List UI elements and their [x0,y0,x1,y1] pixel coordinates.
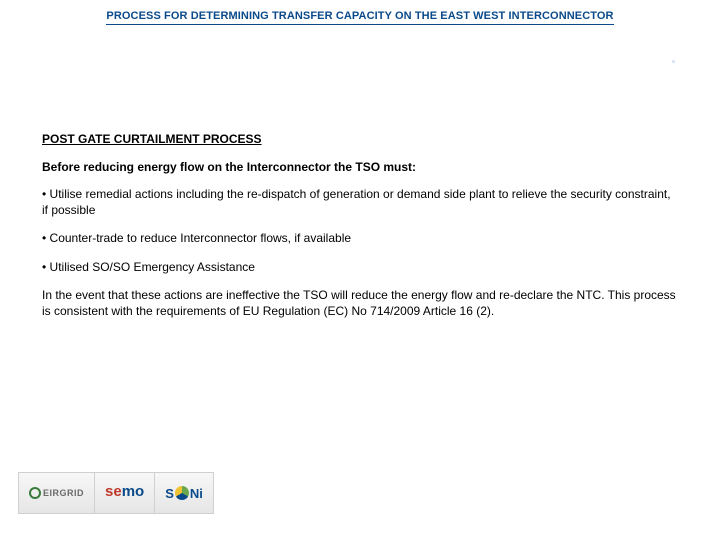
title-container: PROCESS FOR DETERMINING TRANSFER CAPACIT… [0,6,720,25]
soni-part-2: Ni [190,486,203,501]
soni-logo-text: S Ni [165,486,203,501]
semo-logo-text: semo [105,483,144,500]
semo-part-2: mo [122,483,145,500]
subheading: Before reducing energy flow on the Inter… [42,160,678,174]
soni-part-1: S [165,486,174,501]
closing-paragraph: In the event that these actions are inef… [42,287,678,319]
slide: PROCESS FOR DETERMINING TRANSFER CAPACIT… [0,0,720,540]
logo-soni: S Ni [155,472,214,514]
eirgrid-logo-text: EIRGRID [29,487,84,499]
footer-logos: EIRGRID semo S Ni [18,472,214,514]
semo-part-1: se [105,483,122,500]
bullet-item: • Utilised SO/SO Emergency Assistance [42,259,678,275]
page-title: PROCESS FOR DETERMINING TRANSFER CAPACIT… [106,10,613,25]
bullet-item: • Counter-trade to reduce Interconnector… [42,230,678,246]
section-heading: POST GATE CURTAILMENT PROCESS [42,132,678,146]
soni-spin-icon [175,486,189,500]
decorative-dot [672,60,675,63]
logo-semo: semo [95,472,155,514]
eirgrid-label: EIRGRID [43,488,84,498]
bullet-item: • Utilise remedial actions including the… [42,186,678,218]
content-body: POST GATE CURTAILMENT PROCESS Before red… [42,132,678,331]
eirgrid-ring-icon [29,487,41,499]
logo-eirgrid: EIRGRID [18,472,95,514]
